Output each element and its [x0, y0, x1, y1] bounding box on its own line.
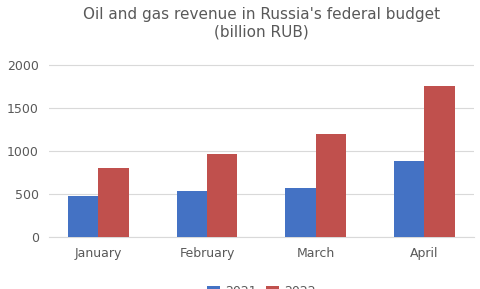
Bar: [315, 134, 345, 237]
Bar: [423, 86, 454, 237]
Bar: [98, 168, 129, 237]
Title: Oil and gas revenue in Russia's federal budget
(billion RUB): Oil and gas revenue in Russia's federal …: [83, 7, 439, 39]
Bar: [68, 196, 98, 237]
Bar: [285, 188, 315, 237]
Legend: 2021, 2022: 2021, 2022: [207, 285, 315, 289]
Bar: [206, 154, 237, 237]
Bar: [393, 161, 423, 237]
Bar: [176, 191, 206, 237]
